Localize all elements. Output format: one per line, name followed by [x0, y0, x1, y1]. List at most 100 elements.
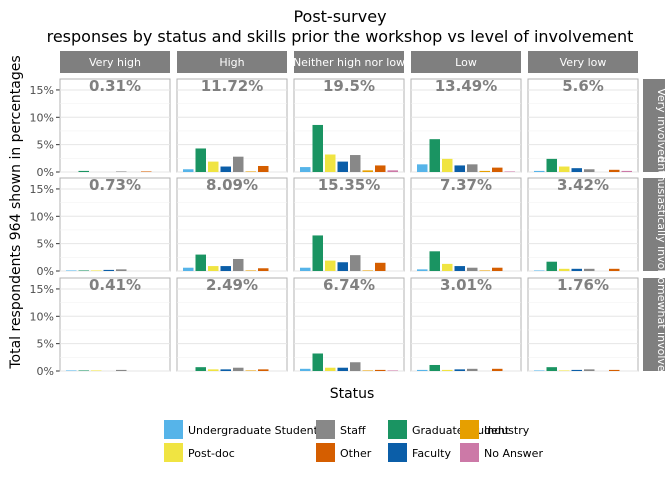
row-strip-label: Enthusiastically involved: [655, 156, 668, 292]
panel-background: [527, 78, 639, 173]
bar: [454, 369, 465, 371]
facet-panel: 7.37%: [410, 176, 522, 272]
facet-panel: 11.72%: [176, 77, 288, 173]
bar: [258, 369, 269, 371]
legend-label: No Answer: [484, 447, 543, 460]
y-tick-label: 5%: [37, 139, 54, 152]
bar: [116, 171, 127, 172]
panel-total-label: 11.72%: [201, 77, 263, 95]
panel-background: [293, 277, 405, 372]
column-strip: [411, 51, 521, 73]
bar: [245, 270, 256, 271]
legend-swatch: [316, 420, 335, 439]
facet-panel: 8.09%: [176, 176, 288, 272]
bar: [195, 254, 206, 271]
column-strip: [528, 51, 638, 73]
bar: [467, 164, 478, 172]
bar: [417, 269, 428, 271]
panel-total-label: 2.49%: [206, 276, 258, 294]
column-strip: [294, 51, 404, 73]
bar: [208, 369, 219, 371]
panel-total-label: 0.73%: [89, 176, 141, 194]
bar: [375, 262, 386, 271]
bar: [350, 362, 361, 371]
legend-label: Staff: [340, 424, 366, 437]
facet-panel: 3.01%: [410, 276, 522, 372]
bar: [442, 369, 453, 371]
legend-label: Industry: [484, 424, 530, 437]
legend-swatch: [164, 443, 183, 462]
column-strip-label: Very high: [89, 56, 141, 69]
bar: [103, 269, 114, 271]
facet-panel: 6.74%: [293, 276, 405, 372]
bar: [417, 164, 428, 172]
y-tick-label: 15%: [30, 283, 54, 296]
bar: [429, 364, 440, 371]
bar: [534, 270, 545, 271]
legend-swatch: [388, 443, 407, 462]
bar: [233, 156, 244, 172]
bar: [492, 368, 503, 371]
bar: [609, 169, 620, 172]
row-strip-label: Somewhat involved: [655, 270, 668, 378]
legend-swatch: [316, 443, 335, 462]
bar: [208, 266, 219, 271]
y-tick-label: 10%: [30, 111, 54, 124]
column-strip-label: High: [219, 56, 244, 69]
bar: [312, 353, 323, 371]
panel-total-label: 3.01%: [440, 276, 492, 294]
bar: [258, 268, 269, 271]
y-tick-label: 0%: [37, 365, 54, 378]
legend-label: Faculty: [412, 447, 451, 460]
bar: [571, 168, 582, 172]
bar: [442, 263, 453, 271]
bar: [233, 367, 244, 371]
column-strip: [177, 51, 287, 73]
row-strip-label: Very involved: [655, 88, 668, 163]
bar: [325, 154, 336, 172]
bar: [116, 369, 127, 371]
facet-panel: 3.42%: [527, 176, 639, 272]
bar: [312, 124, 323, 172]
facet-panel: 0.41%: [59, 276, 171, 372]
bar: [208, 161, 219, 172]
panel-background: [293, 78, 405, 173]
column-strip-label: Very low: [560, 56, 607, 69]
bar: [195, 367, 206, 371]
bar: [571, 268, 582, 271]
y-tick-label: 5%: [37, 238, 54, 251]
bar: [534, 170, 545, 172]
bar: [245, 370, 256, 371]
panel-background: [527, 177, 639, 272]
bar: [454, 165, 465, 172]
bar: [183, 267, 194, 271]
bar: [325, 367, 336, 371]
facet-panel: 15.35%: [293, 176, 405, 272]
bar: [245, 171, 256, 172]
bar: [66, 270, 77, 271]
bar: [337, 262, 348, 271]
bar: [559, 268, 570, 271]
column-strip-label: Low: [455, 56, 477, 69]
bar: [362, 170, 373, 172]
facet-panel: 0.73%: [59, 176, 171, 272]
panel-total-label: 5.6%: [562, 77, 604, 95]
row-strip: [643, 178, 665, 271]
legend: Undergraduate StudentPost-docStaffOtherG…: [164, 420, 543, 462]
bar: [195, 148, 206, 172]
bar: [546, 261, 557, 271]
bar: [609, 369, 620, 371]
bar: [91, 370, 102, 371]
bar: [546, 367, 557, 371]
column-strip-label: Neither high nor low: [293, 56, 405, 69]
bar: [442, 158, 453, 172]
bar: [429, 251, 440, 271]
bar: [337, 367, 348, 371]
y-tick-label: 10%: [30, 310, 54, 323]
chart-title: Post-survey: [293, 7, 386, 26]
bar: [375, 369, 386, 371]
bar: [233, 258, 244, 271]
y-axis-title: Total respondents 964 shown in percentag…: [8, 55, 24, 369]
chart-subtitle: responses by status and skills prior the…: [47, 27, 634, 46]
bar: [609, 268, 620, 271]
